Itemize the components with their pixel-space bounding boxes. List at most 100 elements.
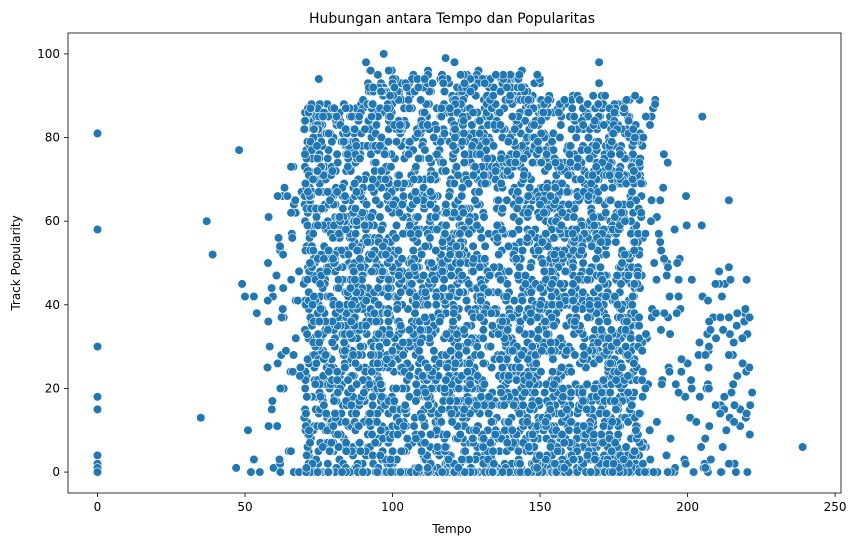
scatter-point — [695, 392, 705, 402]
scatter-point — [378, 241, 388, 251]
scatter-point — [363, 237, 373, 247]
scatter-point — [425, 233, 435, 243]
scatter-point — [640, 229, 651, 239]
scatter-point — [482, 153, 492, 164]
scatter-point — [519, 170, 529, 180]
scatter-point — [591, 162, 601, 172]
scatter-point — [275, 383, 286, 394]
scatter-point — [269, 463, 279, 473]
scatter-point — [376, 166, 387, 176]
scatter-point — [294, 266, 304, 277]
scatter-point — [557, 429, 567, 440]
scatter-point — [627, 174, 638, 184]
scatter-point — [395, 120, 405, 130]
scatter-point — [542, 149, 552, 159]
scatter-point — [410, 187, 421, 197]
scatter-point — [741, 275, 752, 285]
scatter-point — [472, 342, 482, 352]
scatter-point — [382, 103, 392, 113]
scatter-point — [420, 74, 430, 84]
scatter-point — [700, 463, 710, 473]
scatter-point — [277, 312, 287, 323]
scatter-point — [308, 245, 318, 256]
scatter-point — [381, 250, 391, 260]
scatter-point — [386, 467, 396, 477]
scatter-point — [286, 275, 296, 285]
scatter-point — [333, 158, 343, 168]
scatter-point — [438, 78, 448, 88]
scatter-point — [493, 195, 504, 205]
scatter-point — [611, 404, 621, 415]
scatter-point — [629, 358, 639, 369]
scatter-point — [716, 467, 726, 477]
scatter-point — [522, 233, 533, 243]
scatter-point — [305, 103, 316, 113]
scatter-point — [704, 316, 714, 327]
scatter-point — [388, 446, 398, 456]
scatter-point — [321, 350, 331, 360]
scatter-point — [651, 308, 661, 318]
scatter-point — [476, 296, 486, 306]
scatter-point — [549, 250, 559, 260]
scatter-point — [313, 329, 323, 339]
scatter-point — [371, 158, 381, 168]
scatter-point — [610, 438, 620, 448]
scatter-point — [569, 111, 579, 122]
scatter-point — [376, 86, 386, 97]
scatter-point — [455, 287, 465, 297]
scatter-point — [355, 446, 366, 456]
scatter-point — [355, 153, 365, 164]
scatter-point — [522, 417, 532, 427]
scatter-point — [537, 258, 548, 268]
scatter-point — [405, 137, 415, 147]
scatter-point — [404, 149, 414, 159]
scatter-point — [662, 270, 672, 281]
scatter-point — [525, 183, 535, 193]
scatter-point — [402, 82, 412, 92]
scatter-point — [704, 342, 714, 352]
scatter-point — [263, 258, 273, 268]
scatter-point — [420, 145, 430, 155]
scatter-point — [314, 337, 324, 348]
scatter-point — [328, 254, 338, 264]
scatter-point — [719, 392, 729, 402]
scatter-point — [601, 408, 611, 419]
scatter-point — [586, 178, 596, 189]
scatter-point — [438, 283, 448, 293]
scatter-point — [491, 70, 501, 80]
scatter-point — [629, 237, 640, 247]
scatter-point — [274, 454, 285, 465]
scatter-point — [354, 421, 364, 431]
scatter-point — [430, 275, 440, 285]
scatter-point — [680, 392, 690, 402]
scatter-point — [432, 224, 442, 235]
scatter-point — [459, 325, 469, 335]
scatter-point — [383, 137, 394, 147]
scatter-point — [333, 283, 344, 293]
scatter-point — [700, 434, 710, 444]
scatter-point — [565, 158, 575, 168]
scatter-point — [589, 383, 599, 394]
scatter-point — [445, 250, 455, 260]
scatter-point — [264, 421, 274, 431]
scatter-point — [495, 107, 505, 118]
x-tick-label: 100 — [381, 500, 404, 514]
scatter-point — [623, 270, 634, 281]
scatter-point — [665, 434, 676, 444]
scatter-point — [279, 183, 290, 193]
scatter-point — [383, 283, 393, 293]
scatter-point — [513, 446, 524, 456]
x-tick-label: 150 — [529, 500, 552, 514]
scatter-point — [586, 467, 596, 477]
scatter-point — [745, 429, 755, 440]
scatter-point — [502, 166, 513, 176]
scatter-point — [520, 270, 531, 281]
scatter-point — [332, 375, 342, 385]
scatter-point — [459, 158, 469, 168]
scatter-point — [546, 291, 557, 302]
scatter-point — [497, 362, 508, 373]
scatter-point — [461, 346, 472, 356]
scatter-point — [496, 178, 506, 189]
scatter-point — [336, 245, 346, 256]
scatter-point — [289, 350, 299, 360]
